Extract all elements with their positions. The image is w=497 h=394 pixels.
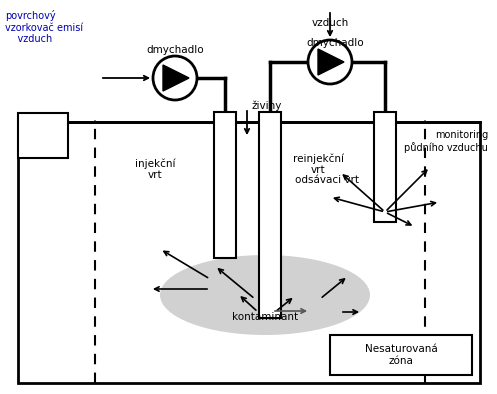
Bar (214, 112, 236, 258)
Bar (18, 122, 480, 383)
Polygon shape (318, 49, 344, 75)
Bar (259, 112, 281, 318)
Ellipse shape (160, 255, 370, 335)
Bar (330, 335, 472, 375)
Text: kontaminant: kontaminant (232, 312, 298, 322)
Polygon shape (163, 65, 189, 91)
Text: injekční
vrt: injekční vrt (135, 158, 175, 180)
Circle shape (308, 40, 352, 84)
Text: dmychadlo: dmychadlo (146, 45, 204, 55)
Bar (18, 113, 68, 158)
Text: živiny: živiny (252, 100, 282, 110)
Text: odsávaci vrt: odsávaci vrt (295, 175, 359, 185)
Text: povrchový
vzorkovač emisí
    vzduch: povrchový vzorkovač emisí vzduch (5, 10, 83, 44)
Text: reinjekční
vrt: reinjekční vrt (293, 153, 343, 175)
Text: monitoring
půdního vzduchu: monitoring půdního vzduchu (404, 130, 488, 153)
Text: vzduch: vzduch (312, 18, 348, 28)
Text: dmychadlo: dmychadlo (306, 38, 364, 48)
Circle shape (153, 56, 197, 100)
Bar (374, 112, 396, 222)
Text: Nesaturovaná
zóna: Nesaturovaná zóna (365, 344, 437, 366)
